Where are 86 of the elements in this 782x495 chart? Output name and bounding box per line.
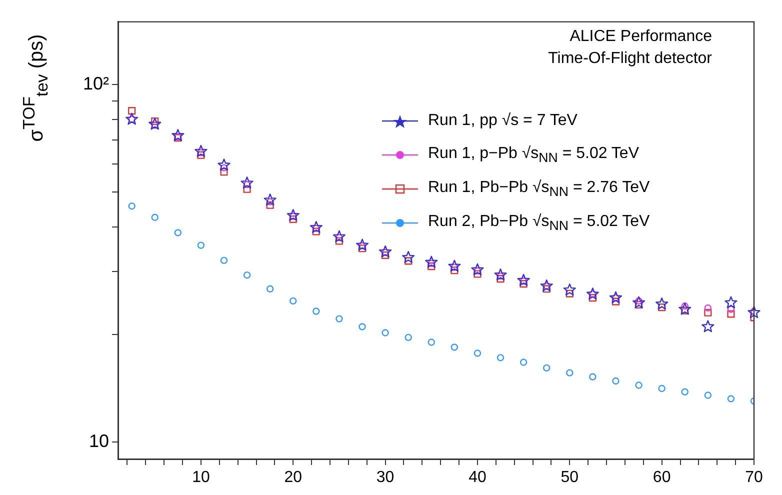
point (678, 302, 692, 315)
point (356, 238, 369, 251)
point (402, 250, 415, 264)
point (358, 323, 366, 330)
point (243, 271, 251, 279)
y-tick-label: 10² (82, 74, 110, 94)
point (310, 220, 322, 234)
point (172, 129, 184, 142)
x-tick-label: 30 (376, 469, 394, 486)
point (586, 288, 599, 300)
point (635, 382, 642, 389)
point (724, 296, 738, 308)
point (194, 144, 208, 157)
point (428, 338, 435, 346)
x-tick-label: 20 (284, 469, 302, 486)
point (520, 280, 528, 288)
point (612, 377, 620, 385)
point (286, 208, 300, 222)
legend-label: Run 2, Pb−Pb √s$_{NN}$ = 5.02 TeV (428, 212, 650, 234)
point (220, 256, 228, 264)
point (609, 291, 622, 304)
point (450, 266, 458, 274)
x-tick-label: 70 (745, 469, 763, 486)
point (266, 285, 274, 293)
point (517, 274, 530, 286)
point (496, 275, 504, 283)
point (264, 194, 276, 206)
point (658, 384, 666, 392)
point (496, 354, 504, 362)
point (704, 392, 712, 399)
point (702, 320, 714, 332)
annotation: Time-Of-Flight detector (548, 50, 712, 68)
point (335, 237, 343, 245)
point (128, 202, 136, 210)
point (218, 158, 230, 171)
point (220, 168, 228, 176)
point (563, 283, 576, 296)
point (151, 214, 158, 221)
point (471, 263, 484, 276)
point (540, 279, 553, 292)
point (428, 262, 436, 270)
point (681, 388, 688, 396)
point (266, 201, 274, 209)
point (290, 297, 297, 305)
point (404, 334, 412, 342)
point (543, 364, 550, 372)
point (656, 297, 668, 310)
point (589, 373, 596, 380)
legend-label: Run 1, Pb−Pb √s$_{NN}$ = 2.76 TeV (428, 178, 650, 200)
point (148, 118, 162, 130)
point (197, 242, 205, 249)
point (126, 112, 138, 125)
point (128, 107, 136, 115)
point (704, 304, 712, 312)
point (379, 245, 392, 258)
x-tick-label: 50 (560, 469, 579, 486)
point (474, 350, 482, 357)
point (566, 369, 574, 376)
point (727, 395, 735, 402)
point (520, 358, 528, 366)
x-tick-label: 40 (468, 469, 486, 486)
point (727, 310, 735, 318)
legend-label: Run 1, pp √s = 7 TeV (428, 112, 578, 130)
point (704, 308, 712, 316)
legend-label: Run 1, p−Pb √s$_{NN}$ = 5.02 TeV (428, 144, 639, 166)
point (450, 344, 458, 351)
point (312, 228, 320, 236)
point (425, 256, 438, 268)
point (312, 308, 320, 315)
point (474, 270, 482, 278)
point (588, 294, 596, 302)
point (336, 315, 343, 322)
point (382, 329, 389, 336)
point (243, 185, 251, 193)
point (748, 306, 760, 318)
annotation: ALICE Performance (570, 28, 712, 46)
point (448, 260, 461, 272)
point (632, 296, 646, 308)
x-tick-label: 60 (652, 469, 671, 486)
point (240, 176, 254, 189)
point (197, 151, 205, 159)
point (174, 229, 182, 236)
x-tick-label: 10 (192, 469, 210, 486)
point (332, 230, 346, 242)
point (494, 268, 507, 281)
point (727, 306, 735, 313)
